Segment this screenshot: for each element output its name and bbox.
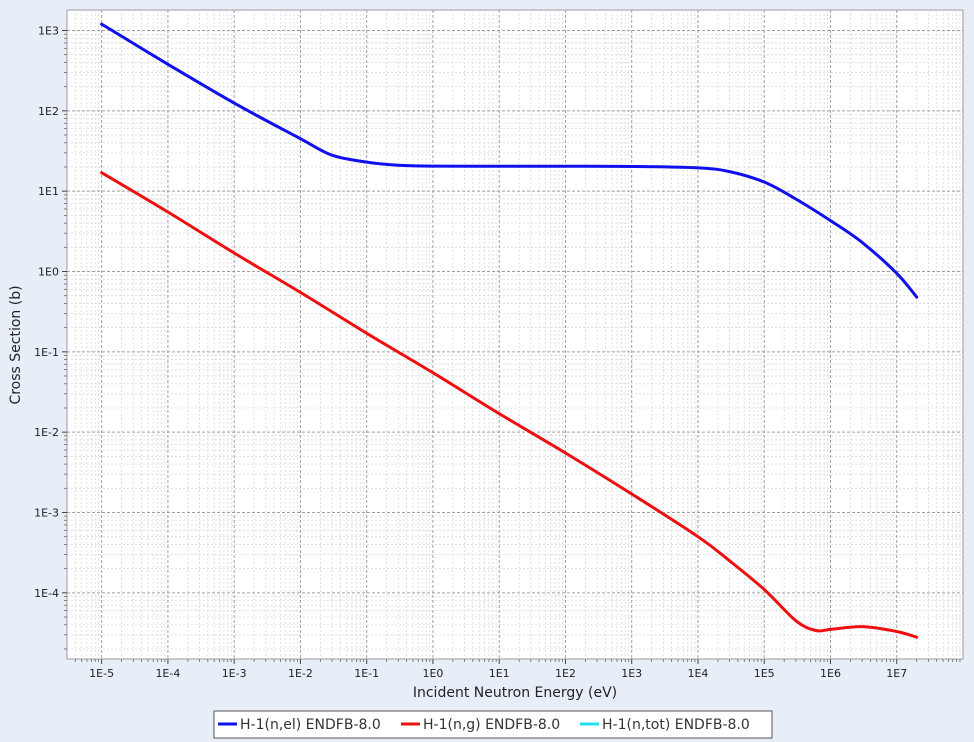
major-grid	[67, 10, 963, 659]
y-tick-label: 1E1	[38, 185, 59, 198]
y-tick-label: 1E-1	[34, 346, 59, 359]
series-lines	[100, 22, 919, 639]
y-tick-label: 1E0	[38, 265, 59, 278]
x-tick-label: 1E2	[555, 667, 576, 680]
x-tick-label: 1E4	[687, 667, 708, 680]
x-tick-label: 1E5	[754, 667, 775, 680]
y-tick-labels: 1E3 1E2 1E1 1E0 1E-1 1E-2 1E-3 1E-4	[34, 25, 59, 600]
y-tick-label: 1E3	[38, 25, 59, 38]
series-line-1	[100, 171, 919, 639]
y-tick-label: 1E-4	[34, 587, 59, 600]
y-tick-label: 1E2	[38, 105, 59, 118]
axis-ticks	[62, 30, 961, 664]
series-line-0	[100, 22, 919, 299]
x-tick-label: 1E7	[886, 667, 907, 680]
x-tick-label: 1E6	[820, 667, 841, 680]
y-tick-label: 1E-3	[34, 506, 59, 519]
y-axis-title: Cross Section (b)	[8, 285, 24, 404]
x-tick-label: 1E3	[621, 667, 642, 680]
y-tick-label: 1E-2	[34, 426, 59, 439]
plot-area	[66, 9, 964, 660]
x-tick-label: 1E-4	[155, 667, 180, 680]
legend: H-1(n,el) ENDFB-8.0 H-1(n,g) ENDFB-8.0 H-1…	[218, 717, 750, 733]
minor-grid	[67, 10, 963, 659]
x-tick-label: 1E-5	[89, 667, 114, 680]
x-tick-label: 1E-1	[354, 667, 379, 680]
legend-box	[213, 710, 773, 739]
x-tick-label: 1E-2	[288, 667, 313, 680]
legend-label-2: H-1(n,tot) ENDFB-8.0	[602, 717, 750, 733]
x-tick-label: 1E0	[422, 667, 443, 680]
legend-label-0: H-1(n,el) ENDFB-8.0	[240, 717, 381, 733]
legend-label-1: H-1(n,g) ENDFB-8.0	[423, 717, 560, 733]
x-tick-label: 1E-3	[222, 667, 247, 680]
x-tick-labels: 1E-5 1E-4 1E-3 1E-2 1E-1 1E0 1E1 1E2 1E3 1E4 1E5 1E…	[89, 667, 907, 680]
x-axis-title: Incident Neutron Energy (eV)	[413, 685, 617, 701]
x-tick-label: 1E1	[489, 667, 510, 680]
